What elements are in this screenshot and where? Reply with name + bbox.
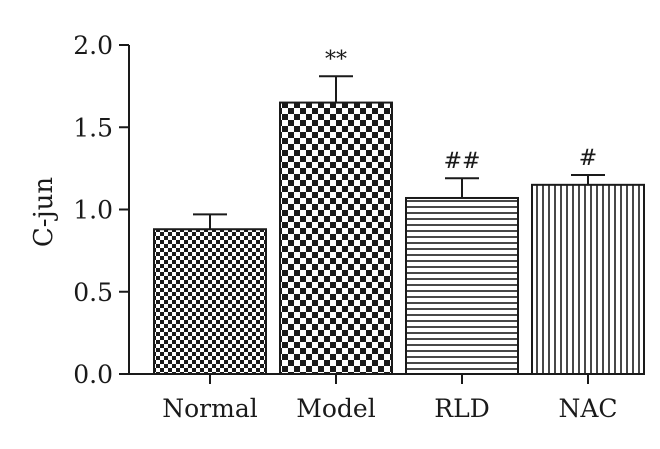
- bar-nac: [531, 183, 645, 375]
- x-tick-label-rld: RLD: [434, 394, 489, 423]
- y-axis-ticks: 0.0 0.5 1.0 1.5 2.0: [73, 31, 129, 389]
- y-tick-label: 0.0: [73, 360, 113, 389]
- significance-label-nac: #: [579, 146, 597, 171]
- y-tick-label: 0.5: [73, 278, 113, 307]
- y-tick-label: 1.0: [73, 196, 113, 225]
- bars-group: **## #: [153, 47, 645, 375]
- bar-normal: [153, 228, 267, 375]
- y-axis-label: C-jun: [29, 177, 59, 247]
- x-tick-label-model: Model: [296, 394, 375, 423]
- x-tick-label-nac: NAC: [558, 394, 617, 423]
- y-tick-label: 1.5: [73, 113, 113, 142]
- bar-model: [279, 101, 393, 375]
- significance-label-model: **: [325, 47, 347, 72]
- x-axis-labels: Normal Model RLD NAC: [162, 374, 618, 423]
- significance-label-rld: ##: [444, 149, 481, 174]
- y-tick-label: 2.0: [73, 31, 113, 60]
- bar-rld: [405, 196, 519, 375]
- x-tick-label-normal: Normal: [162, 394, 257, 423]
